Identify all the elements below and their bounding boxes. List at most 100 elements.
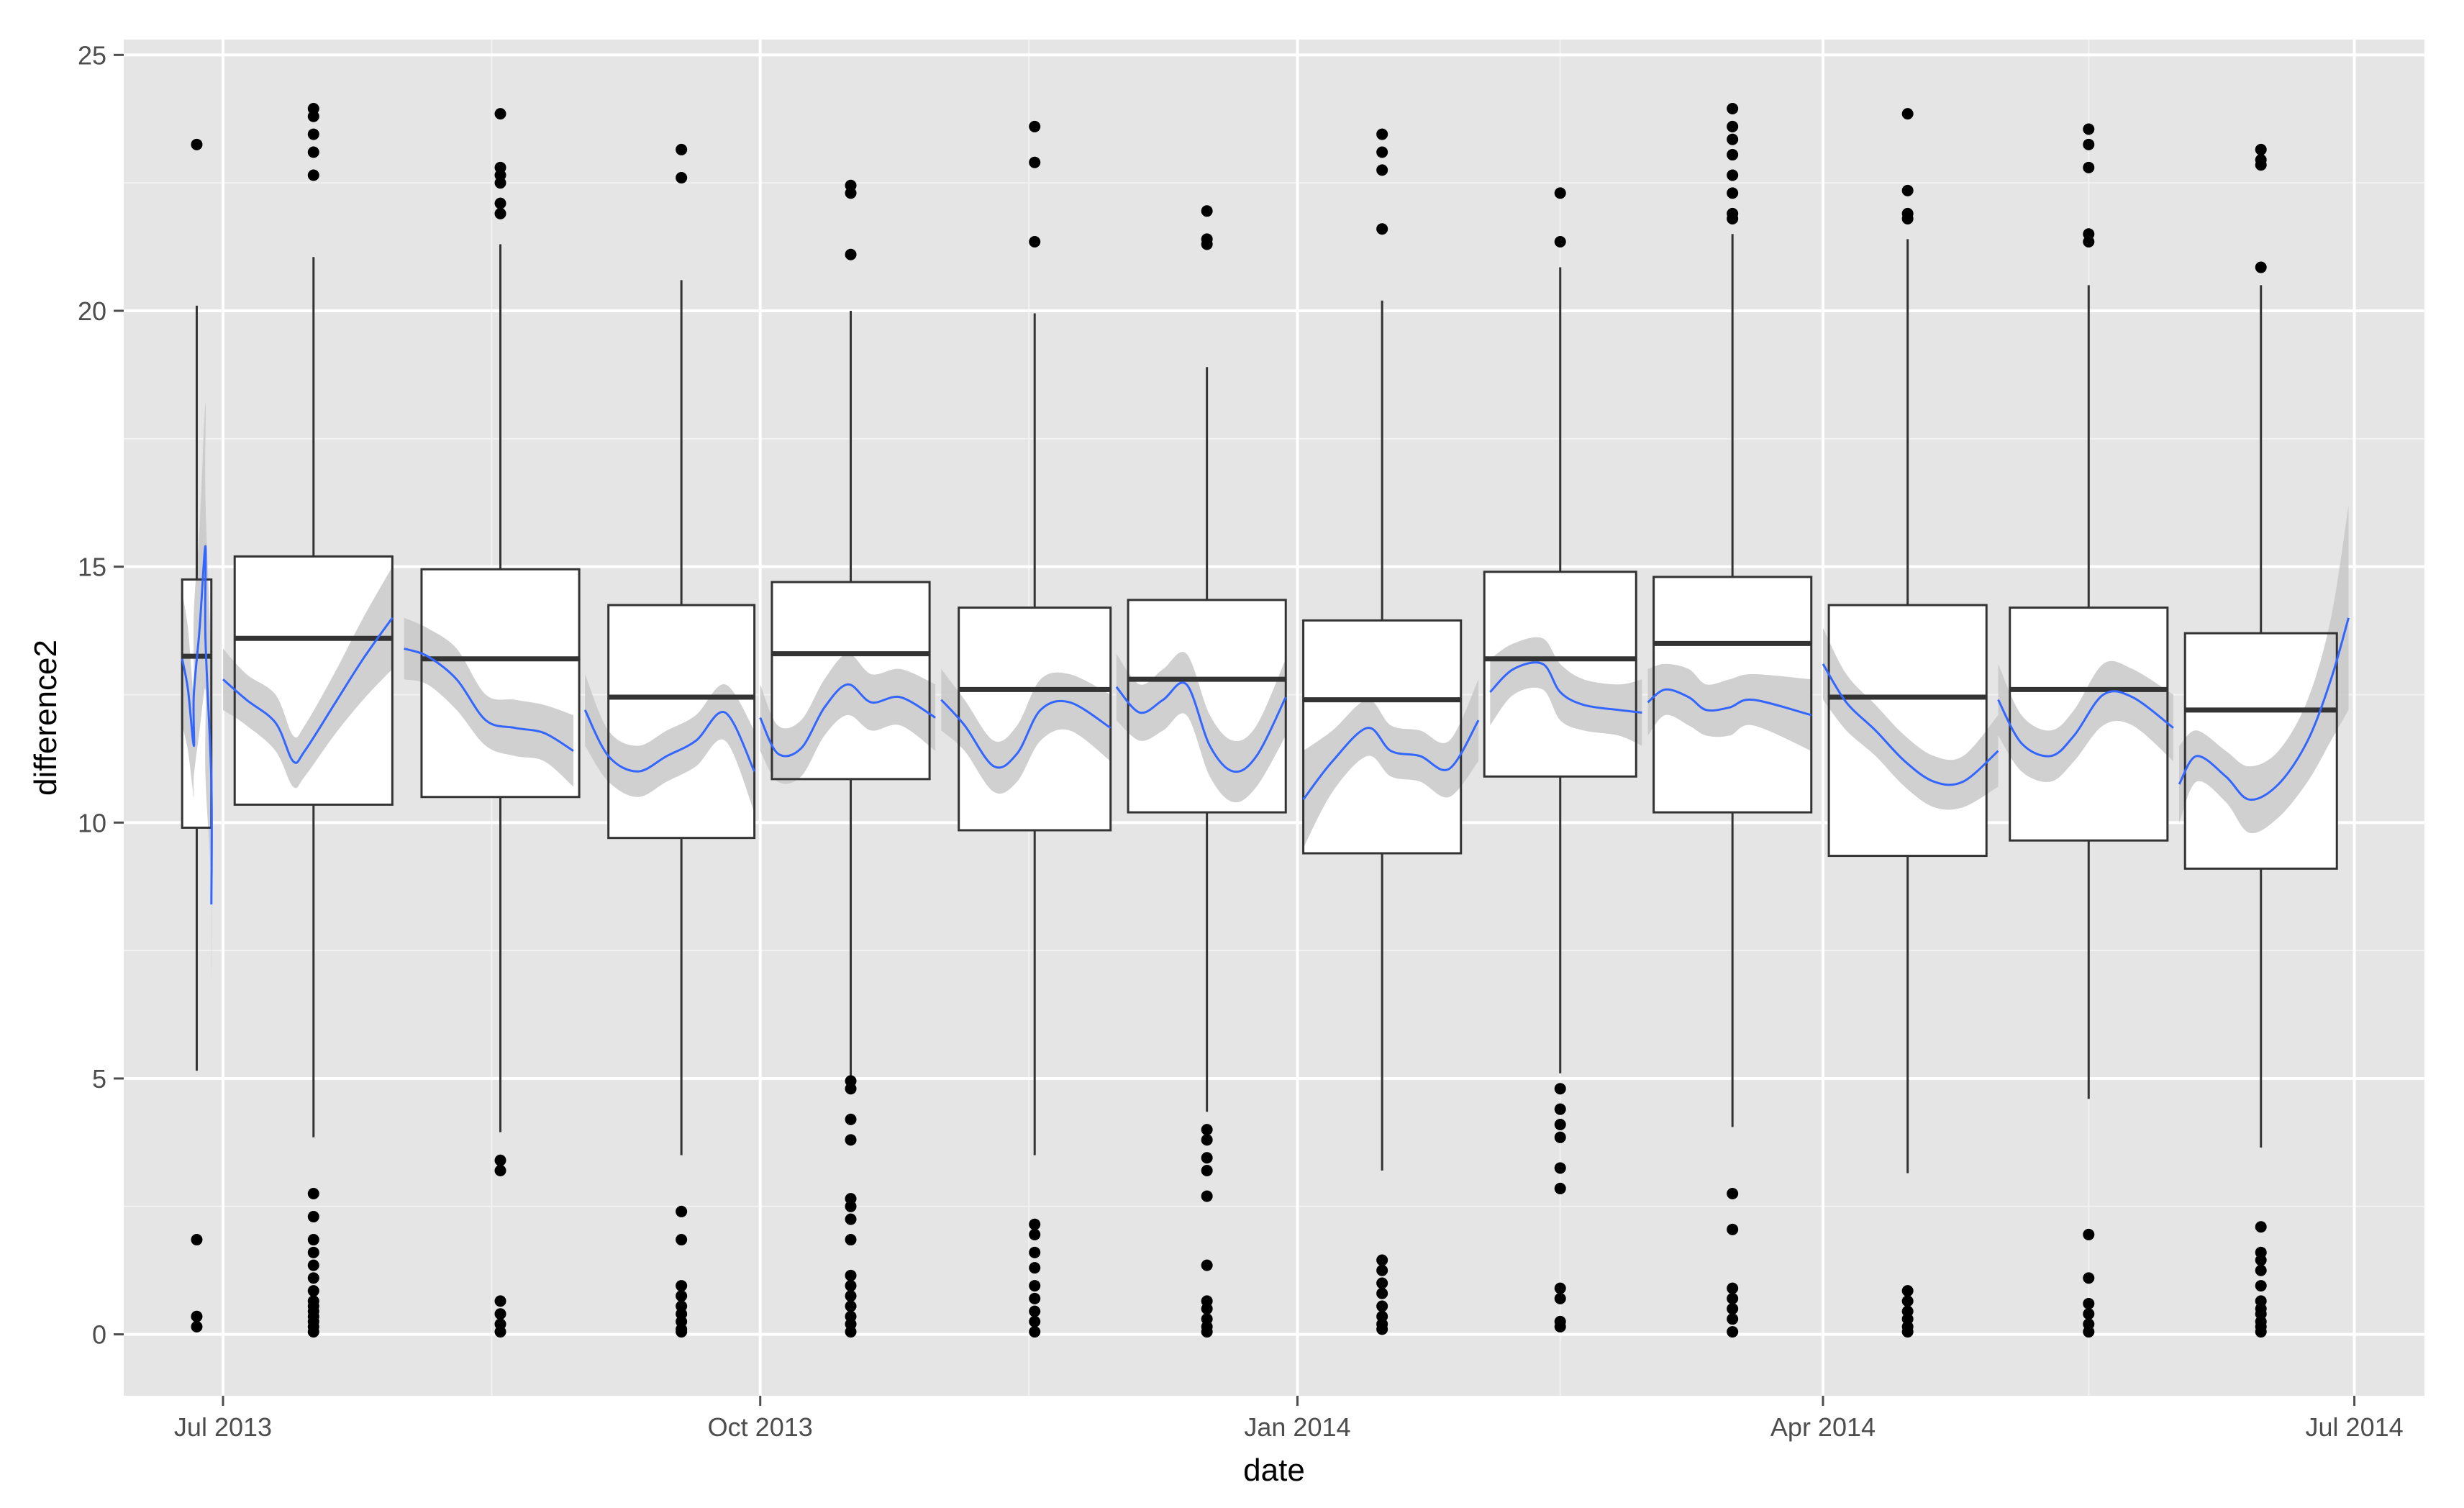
outlier-point	[494, 1295, 506, 1307]
outlier-point	[845, 248, 857, 260]
outlier-point	[2083, 161, 2095, 173]
outlier-point	[2255, 1280, 2267, 1292]
outlier-point	[1376, 223, 1388, 235]
outlier-point	[676, 143, 688, 155]
outlier-point	[494, 1165, 506, 1177]
box-body	[2183, 632, 2338, 870]
outlier-points	[191, 103, 2267, 1338]
box	[181, 305, 213, 1071]
outlier-point	[494, 197, 506, 209]
x-axis: Jul 2013 Oct 2013 Jan 2014 Apr 2014 Jul 2014	[174, 1396, 2404, 1442]
box	[1302, 300, 1463, 1171]
outlier-point	[2083, 1297, 2095, 1309]
box-body	[1127, 599, 1287, 814]
outlier-point	[1901, 184, 1914, 196]
outlier-point	[1554, 1083, 1566, 1095]
outlier-point	[1201, 1190, 1213, 1202]
box-body	[1302, 619, 1463, 855]
outlier-point	[191, 138, 203, 150]
outlier-point	[676, 1326, 688, 1338]
outlier-point	[1029, 120, 1041, 132]
outlier-point	[2255, 159, 2267, 171]
x-tick-label: Jul 2014	[2306, 1412, 2404, 1442]
outlier-point	[1727, 187, 1739, 199]
box-body	[1652, 576, 1813, 814]
outlier-point	[845, 1083, 857, 1095]
outlier-point	[676, 1280, 688, 1292]
outlier-point	[1554, 235, 1566, 247]
outlier-point	[1376, 1323, 1388, 1335]
outlier-point	[1376, 1300, 1388, 1312]
outlier-point	[2255, 1264, 2267, 1276]
outlier-point	[1201, 1152, 1213, 1164]
smooth-line	[1489, 661, 1642, 714]
smooth-line	[583, 709, 755, 773]
box	[2183, 285, 2338, 1148]
box-body	[607, 604, 756, 840]
box	[233, 257, 394, 1137]
outlier-point	[307, 1272, 319, 1284]
smooth-ribbon	[1116, 651, 1286, 803]
smooth-line	[2178, 617, 2350, 801]
outlier-point	[2083, 1326, 2095, 1338]
outlier-point	[1727, 149, 1739, 161]
outlier-point	[2255, 143, 2267, 155]
outlier-point	[1901, 108, 1914, 120]
outlier-point	[1376, 146, 1388, 158]
outlier-point	[494, 108, 506, 120]
outlier-point	[307, 1188, 319, 1200]
y-tick-label: 0	[92, 1320, 106, 1350]
x-tick-label: Jul 2013	[174, 1412, 272, 1442]
outlier-point	[845, 1326, 857, 1338]
outlier-point	[1201, 1303, 1213, 1315]
box-body	[2009, 607, 2169, 842]
outlier-point	[845, 1213, 857, 1225]
smooth-line	[1822, 663, 1999, 786]
outlier-point	[1554, 1182, 1566, 1194]
box-body	[181, 578, 213, 829]
major-gridlines	[124, 40, 2424, 1396]
outlier-point	[307, 1246, 319, 1258]
outlier-point	[1727, 1223, 1739, 1235]
outlier-point	[1554, 1282, 1566, 1294]
y-tick-label: 15	[78, 553, 106, 582]
outlier-point	[676, 1290, 688, 1302]
outlier-point	[1554, 1119, 1566, 1130]
outlier-point	[1029, 235, 1041, 247]
outlier-point	[307, 146, 319, 158]
outlier-point	[1029, 1246, 1041, 1258]
outlier-point	[494, 1326, 506, 1338]
box	[607, 280, 756, 1155]
y-axis: 0 5 10 15 20 25	[78, 40, 124, 1350]
x-tick-label: Apr 2014	[1770, 1412, 1876, 1442]
outlier-point	[1727, 103, 1739, 115]
outlier-point	[1376, 1254, 1388, 1266]
outlier-point	[1901, 1295, 1914, 1307]
smooth-ribbon	[1823, 628, 1999, 810]
outlier-point	[1029, 1218, 1041, 1230]
outlier-point	[1554, 1131, 1566, 1143]
outlier-point	[2083, 235, 2095, 247]
smooth-ribbon	[2179, 505, 2349, 834]
box-body	[1483, 571, 1637, 778]
outlier-point	[1554, 1320, 1566, 1332]
outlier-point	[307, 110, 319, 122]
smooth-ribbon	[941, 668, 1111, 794]
outlier-point	[1727, 1313, 1739, 1325]
box-body	[1827, 604, 1988, 858]
y-tick-label: 20	[78, 296, 106, 326]
outlier-point	[2083, 123, 2095, 135]
outlier-point	[1376, 1264, 1388, 1276]
outlier-point	[1376, 164, 1388, 176]
smooth-line	[1647, 688, 1812, 717]
box	[1652, 234, 1813, 1127]
outlier-point	[307, 169, 319, 181]
outlier-point	[845, 1300, 857, 1312]
box	[420, 244, 581, 1132]
outlier-point	[845, 1269, 857, 1281]
outlier-point	[845, 1113, 857, 1125]
outlier-point	[1201, 1259, 1213, 1271]
outlier-point	[845, 1134, 857, 1146]
outlier-point	[1029, 1292, 1041, 1304]
outlier-point	[191, 1320, 203, 1332]
